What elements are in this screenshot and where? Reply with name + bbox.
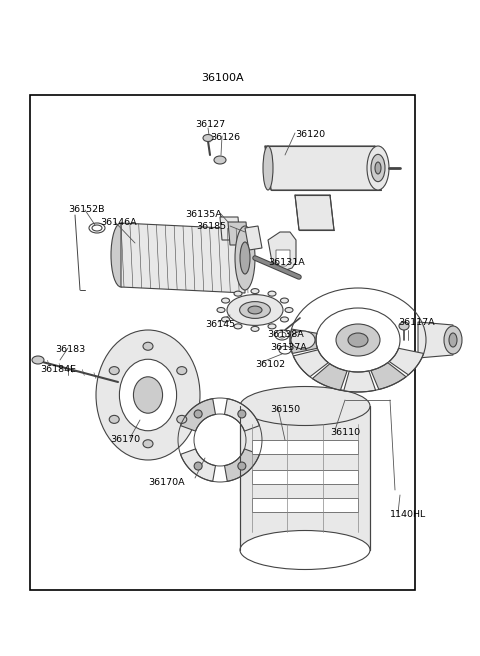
Polygon shape [245, 226, 262, 250]
Text: 36100A: 36100A [201, 73, 243, 83]
Text: 36150: 36150 [270, 405, 300, 414]
Ellipse shape [291, 331, 315, 349]
Ellipse shape [251, 289, 259, 294]
Ellipse shape [120, 359, 177, 431]
Ellipse shape [234, 324, 242, 329]
Ellipse shape [263, 146, 273, 190]
Text: 36184E: 36184E [40, 365, 76, 374]
Ellipse shape [399, 322, 409, 330]
Ellipse shape [177, 415, 187, 423]
Bar [30, 95, 415, 590]
Polygon shape [344, 371, 375, 392]
Ellipse shape [279, 346, 291, 354]
Text: 36131A: 36131A [268, 258, 305, 267]
Ellipse shape [444, 326, 462, 354]
Ellipse shape [109, 415, 119, 423]
Ellipse shape [285, 308, 293, 312]
Ellipse shape [222, 317, 229, 322]
Ellipse shape [234, 291, 242, 296]
Ellipse shape [214, 156, 226, 164]
Ellipse shape [222, 298, 229, 303]
Text: 36152B: 36152B [68, 205, 105, 214]
Ellipse shape [268, 324, 276, 329]
Text: 36138A: 36138A [267, 330, 304, 339]
Polygon shape [295, 195, 334, 230]
Ellipse shape [143, 440, 153, 448]
Ellipse shape [367, 146, 389, 190]
Text: 36146A: 36146A [100, 218, 137, 227]
Polygon shape [180, 449, 216, 482]
Text: 36145: 36145 [205, 320, 235, 329]
Ellipse shape [280, 298, 288, 303]
Polygon shape [276, 250, 290, 266]
Text: 36127: 36127 [195, 120, 225, 129]
Text: 36120: 36120 [295, 130, 325, 139]
Ellipse shape [336, 324, 380, 356]
Polygon shape [371, 363, 406, 390]
Polygon shape [228, 222, 248, 245]
Polygon shape [293, 350, 328, 377]
Ellipse shape [92, 225, 102, 231]
Bar [252, 498, 358, 512]
Ellipse shape [240, 242, 250, 274]
Polygon shape [268, 232, 296, 270]
Ellipse shape [275, 330, 289, 340]
Polygon shape [225, 449, 260, 482]
Text: 36135A: 36135A [185, 210, 222, 219]
Text: 36110: 36110 [330, 428, 360, 437]
Ellipse shape [96, 330, 200, 460]
Polygon shape [389, 348, 424, 375]
Ellipse shape [32, 356, 44, 364]
Ellipse shape [177, 367, 187, 375]
Ellipse shape [280, 317, 288, 322]
Ellipse shape [268, 291, 276, 296]
Text: 36170: 36170 [110, 435, 140, 444]
Ellipse shape [248, 306, 262, 314]
Ellipse shape [89, 223, 105, 233]
Text: 36137A: 36137A [270, 343, 307, 352]
Text: 1140HL: 1140HL [390, 510, 426, 519]
Ellipse shape [203, 134, 213, 142]
Ellipse shape [238, 462, 246, 470]
Polygon shape [121, 223, 245, 293]
Ellipse shape [111, 223, 131, 287]
Ellipse shape [217, 308, 225, 312]
Polygon shape [225, 399, 260, 431]
Ellipse shape [133, 377, 163, 413]
Text: 36170A: 36170A [148, 478, 185, 487]
Polygon shape [418, 322, 453, 358]
Text: 36102: 36102 [255, 360, 285, 369]
Ellipse shape [194, 410, 202, 418]
Ellipse shape [238, 410, 246, 418]
Polygon shape [290, 329, 317, 354]
Ellipse shape [240, 302, 270, 318]
Polygon shape [312, 363, 347, 390]
Ellipse shape [240, 531, 370, 569]
Text: 36183: 36183 [55, 345, 85, 354]
Polygon shape [240, 406, 370, 550]
Text: 36185: 36185 [196, 222, 226, 231]
Polygon shape [180, 399, 216, 431]
Polygon shape [265, 146, 381, 190]
Ellipse shape [143, 342, 153, 350]
Bar [252, 440, 358, 454]
Ellipse shape [449, 333, 457, 347]
Ellipse shape [371, 154, 385, 182]
Ellipse shape [109, 367, 119, 375]
Ellipse shape [375, 162, 381, 174]
Ellipse shape [240, 386, 370, 426]
Text: 36117A: 36117A [398, 318, 434, 327]
Ellipse shape [348, 333, 368, 347]
Ellipse shape [194, 462, 202, 470]
Text: 36126: 36126 [210, 133, 240, 142]
Ellipse shape [235, 226, 255, 290]
Ellipse shape [227, 295, 283, 325]
Ellipse shape [251, 327, 259, 331]
Ellipse shape [278, 332, 286, 338]
Bar [252, 470, 358, 484]
Polygon shape [220, 217, 240, 240]
